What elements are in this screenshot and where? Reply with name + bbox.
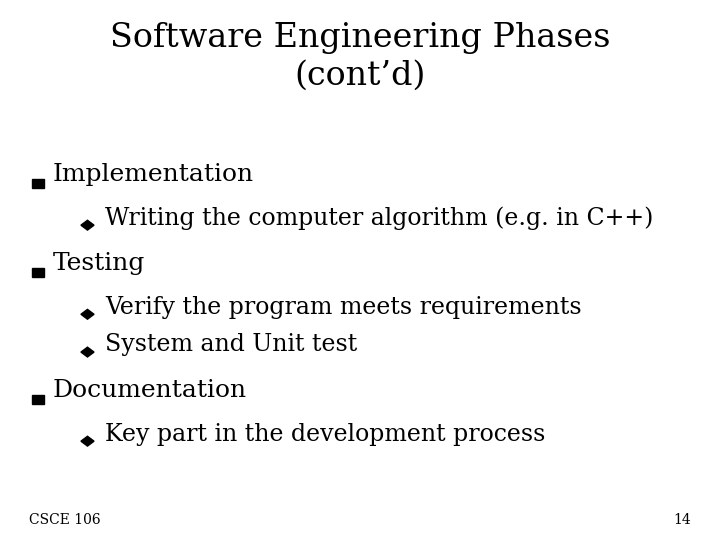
- Polygon shape: [81, 309, 94, 319]
- Bar: [32, 179, 44, 188]
- Text: Verify the program meets requirements: Verify the program meets requirements: [105, 295, 582, 319]
- Text: Documentation: Documentation: [53, 379, 247, 402]
- Polygon shape: [81, 347, 94, 357]
- Text: 14: 14: [673, 512, 691, 526]
- Text: CSCE 106: CSCE 106: [29, 512, 100, 526]
- Polygon shape: [81, 436, 94, 446]
- Text: Software Engineering Phases
(cont’d): Software Engineering Phases (cont’d): [109, 22, 611, 92]
- Polygon shape: [81, 220, 94, 230]
- Bar: [32, 395, 44, 404]
- Text: System and Unit test: System and Unit test: [105, 333, 357, 356]
- Bar: [32, 268, 44, 277]
- Text: Testing: Testing: [53, 252, 145, 275]
- Text: Writing the computer algorithm (e.g. in C++): Writing the computer algorithm (e.g. in …: [105, 206, 654, 230]
- Text: Implementation: Implementation: [53, 163, 253, 186]
- Text: Key part in the development process: Key part in the development process: [105, 422, 546, 446]
